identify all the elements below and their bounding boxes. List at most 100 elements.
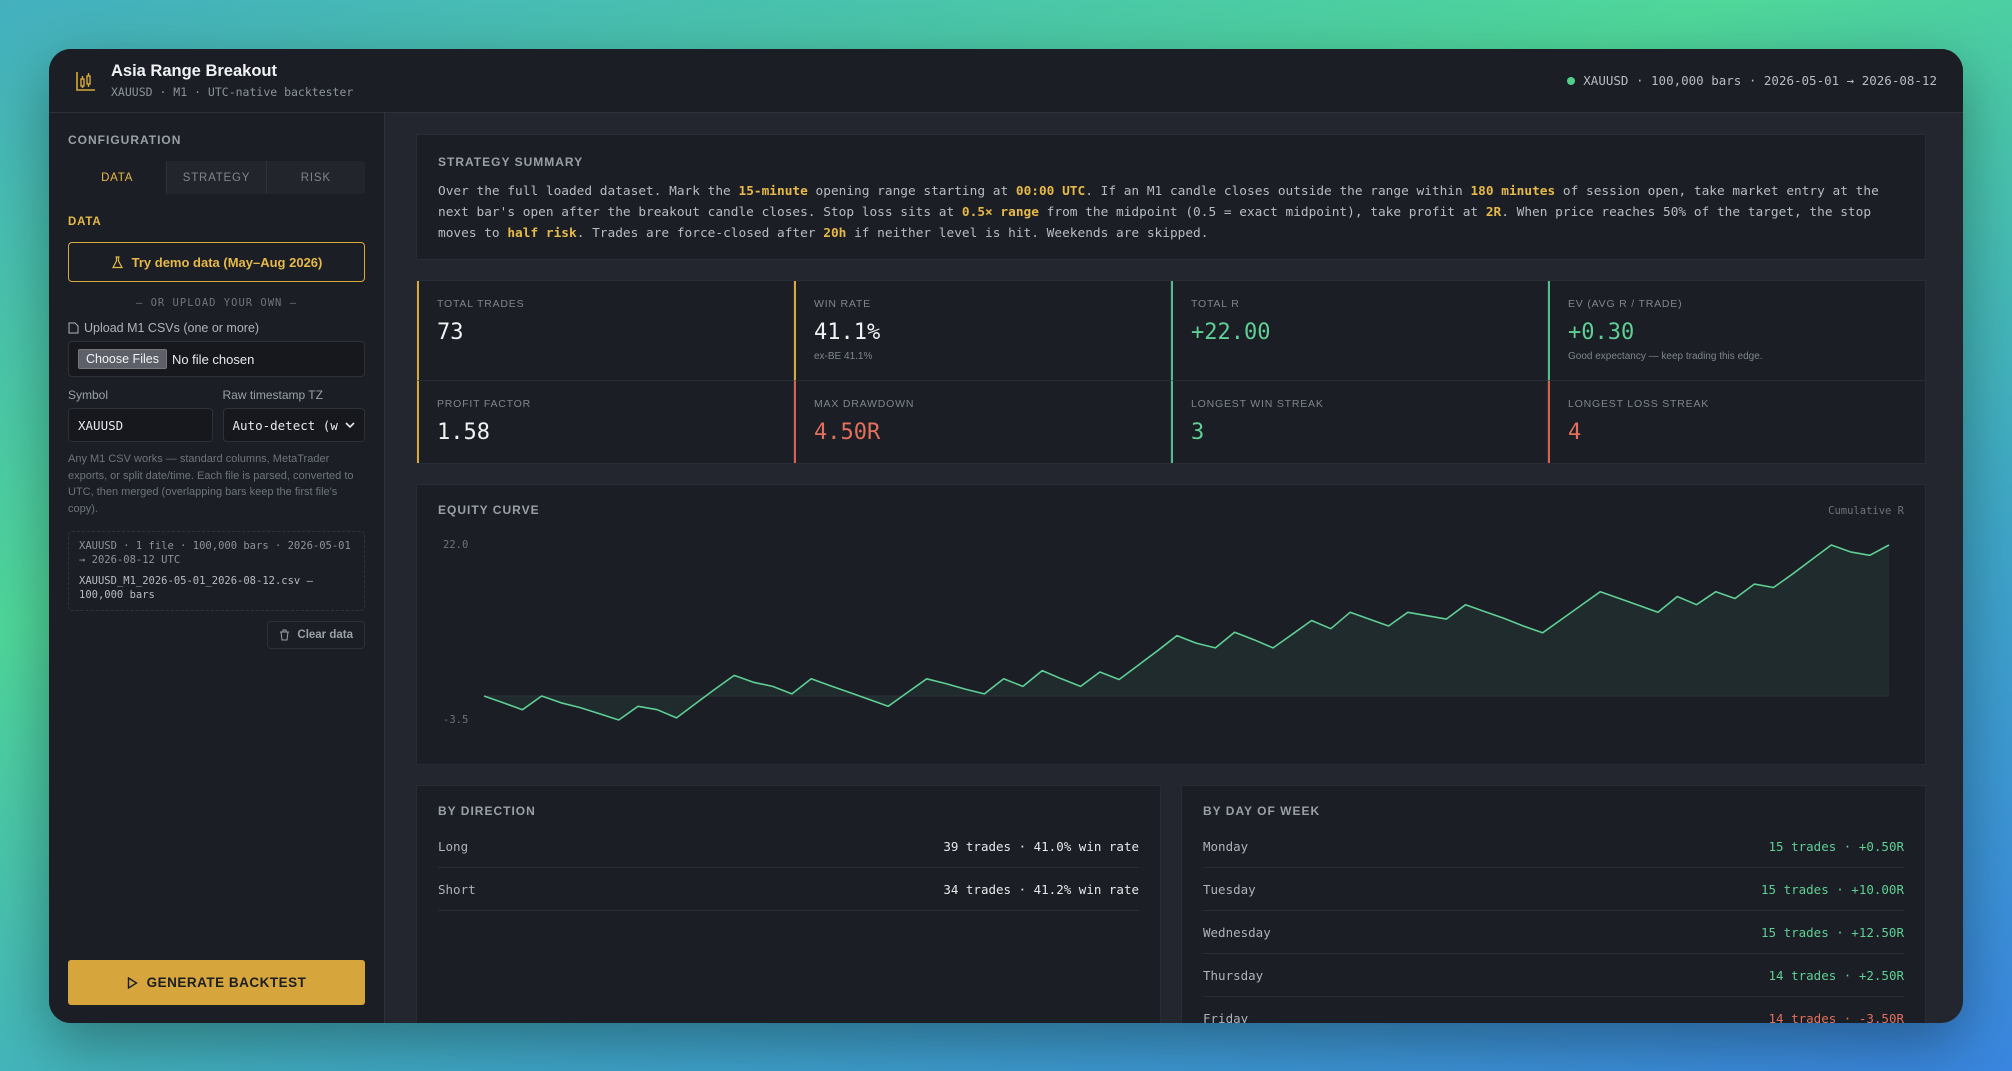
highlight: 15-minute: [738, 184, 808, 199]
metric-note: ex-BE 41.1%: [814, 351, 873, 362]
metric-label: LONGEST LOSS STREAK: [1568, 398, 1710, 410]
tz-select[interactable]: Auto-detect (w: [222, 408, 365, 442]
tab-label: RISK: [300, 171, 331, 184]
metric-label: PROFIT FACTOR: [437, 398, 532, 410]
status: XAUUSD · 100,000 bars · 2026-05-01 → 202…: [1567, 73, 1937, 88]
metric: EV (AVG R / TRADE) +0.30 Good expectancy —…: [1548, 281, 1925, 381]
file-line: XAUUSD_M1_2026-05-01_2026-08-12.csv — 10…: [79, 575, 313, 601]
row-value: 14 trades · -3.50R: [1768, 1010, 1904, 1024]
generate-button[interactable]: GENERATE BACKTEST: [68, 960, 365, 1005]
metric-note: Good expectancy — keep trading this edge…: [1568, 351, 1763, 362]
equity-panel: EQUITY CURVE Cumulative R 22.0 -3.5: [416, 484, 1926, 765]
text: from the midpoint (0.5 = exact midpoint)…: [1038, 205, 1486, 220]
choose-files[interactable]: Choose Files: [78, 349, 167, 369]
day-panel: BY DAY OF WEEK Monday 15 trades · +0.50R T…: [1181, 785, 1926, 1023]
metric-value: 73: [437, 320, 464, 345]
row-value: 15 trades · +0.50R: [1768, 838, 1904, 854]
highlight: 180 minutes: [1470, 184, 1556, 199]
summary-text: Over the full loaded dataset. Mark the 1…: [438, 181, 1904, 244]
upload-text: Upload M1 CSVs (one or more): [84, 321, 260, 335]
metric: LONGEST LOSS STREAK 4: [1548, 381, 1925, 463]
tabs: DATA STRATEGY RISK: [68, 161, 365, 194]
metric-value: 4.50R: [814, 420, 881, 445]
app-subtitle: XAUUSD · M1 · UTC-native backtester: [111, 85, 354, 99]
app-title: Asia Range Breakout: [111, 62, 277, 80]
main: STRATEGY SUMMARY Over the full loaded da…: [385, 113, 1963, 1023]
summary-panel: STRATEGY SUMMARY Over the full loaded da…: [416, 134, 1926, 260]
direction-rows: Long 39 trades · 41.0% win rate Short 34 tr…: [438, 825, 1139, 911]
metric-label: MAX DRAWDOWN: [814, 398, 915, 410]
metric: TOTAL R +22.00: [1171, 281, 1548, 381]
file-status: No file chosen: [171, 351, 255, 367]
text: Over the full loaded dataset. Mark the: [438, 184, 739, 199]
file-list: XAUUSD · 1 file · 100,000 bars · 2026-05…: [68, 531, 365, 611]
highlight: 2R: [1485, 205, 1502, 220]
day-title: BY DAY OF WEEK: [1203, 804, 1321, 818]
status-text: XAUUSD · 100,000 bars · 2026-05-01 → 202…: [1583, 73, 1937, 88]
app-window: Asia Range Breakout XAUUSD · M1 · UTC-na…: [49, 49, 1963, 1023]
chart-title: EQUITY CURVE: [438, 503, 540, 517]
text: . If an M1 candle closes outside the ran…: [1085, 184, 1471, 199]
tz-label: Raw timestamp TZ: [222, 388, 323, 402]
tab-label: STRATEGY: [182, 171, 251, 184]
summary-title: STRATEGY SUMMARY: [438, 155, 584, 169]
file-input[interactable]: Choose Files No file chosen: [68, 341, 365, 377]
row-value: 14 trades · +2.50R: [1768, 967, 1904, 983]
row: Thursday 14 trades · +2.50R: [1203, 954, 1904, 997]
demo-button-label: Try demo data (May–Aug 2026): [131, 254, 323, 270]
text: if neither level is hit. Weekends are sk…: [846, 226, 1209, 241]
sidebar: CONFIGURATION DATA STRATEGY RISK DATA Try …: [49, 113, 385, 1023]
metric: MAX DRAWDOWN 4.50R: [794, 381, 1171, 463]
metric-value: 1.58: [437, 420, 490, 445]
equity-area: [484, 545, 1889, 720]
direction-title: BY DIRECTION: [438, 804, 536, 818]
row: Long 39 trades · 41.0% win rate: [438, 825, 1139, 868]
symbol-input[interactable]: XAUUSD: [68, 408, 213, 442]
row-label: Wednesday: [1203, 924, 1271, 940]
tz-value: Auto-detect (w: [232, 417, 338, 433]
equity-line: [483, 544, 1890, 721]
row-label: Long: [438, 838, 469, 854]
tab[interactable]: STRATEGY: [167, 161, 267, 194]
row-label: Thursday: [1203, 967, 1264, 983]
clear-button[interactable]: Clear data: [267, 621, 365, 649]
header: Asia Range Breakout XAUUSD · M1 · UTC-na…: [49, 49, 1963, 113]
highlight: half risk: [507, 226, 577, 241]
row-value: 15 trades · +10.00R: [1761, 881, 1904, 897]
tab[interactable]: RISK: [267, 161, 365, 194]
row: Tuesday 15 trades · +10.00R: [1203, 868, 1904, 911]
row: Wednesday 15 trades · +12.50R: [1203, 911, 1904, 954]
demo-button[interactable]: Try demo data (May–Aug 2026): [68, 242, 365, 282]
row-value: 39 trades · 41.0% win rate: [943, 838, 1139, 854]
day-rows: Monday 15 trades · +0.50R Tuesday 15 trades…: [1203, 825, 1904, 1023]
row-label: Short: [438, 881, 476, 897]
file-line: XAUUSD · 1 file · 100,000 bars · 2026-05…: [79, 540, 351, 566]
metric-value: 4: [1568, 420, 1582, 445]
row-value: 34 trades · 41.2% win rate: [943, 881, 1139, 897]
metric: TOTAL TRADES 73: [417, 281, 794, 381]
text: . Trades are force-closed after: [576, 226, 824, 241]
help-text: Any M1 CSV works — standard columns, Met…: [68, 453, 354, 515]
highlight: 0.5× range: [961, 205, 1039, 220]
tab[interactable]: DATA: [68, 161, 168, 194]
tab-label: DATA: [101, 171, 134, 184]
row-label: Friday: [1203, 1010, 1249, 1024]
row: Friday 14 trades · -3.50R: [1203, 997, 1904, 1024]
y-tick-label: 22.0: [443, 539, 468, 551]
metric: LONGEST WIN STREAK 3: [1171, 381, 1548, 463]
metric: WIN RATE 41.1% ex-BE 41.1%: [794, 281, 1171, 381]
equity-chart: EQUITY CURVE Cumulative R 22.0 -3.5: [438, 503, 1905, 726]
upload-label: Upload M1 CSVs (one or more): [68, 321, 365, 335]
metric-label: TOTAL R: [1191, 298, 1240, 310]
row-label: Monday: [1203, 838, 1249, 854]
metric: PROFIT FACTOR 1.58: [417, 381, 794, 463]
metric-value: 41.1%: [814, 320, 881, 345]
text: of session open, take market entry at th…: [438, 184, 1879, 220]
row-label: Tuesday: [1203, 881, 1256, 897]
row: Short 34 trades · 41.2% win rate: [438, 868, 1139, 911]
y-tick-label: -3.5: [443, 714, 468, 726]
metric-label: WIN RATE: [814, 298, 871, 310]
metric-label: EV (AVG R / TRADE): [1568, 298, 1683, 310]
highlight: 00:00 UTC: [1015, 184, 1086, 199]
row: Monday 15 trades · +0.50R: [1203, 825, 1904, 868]
